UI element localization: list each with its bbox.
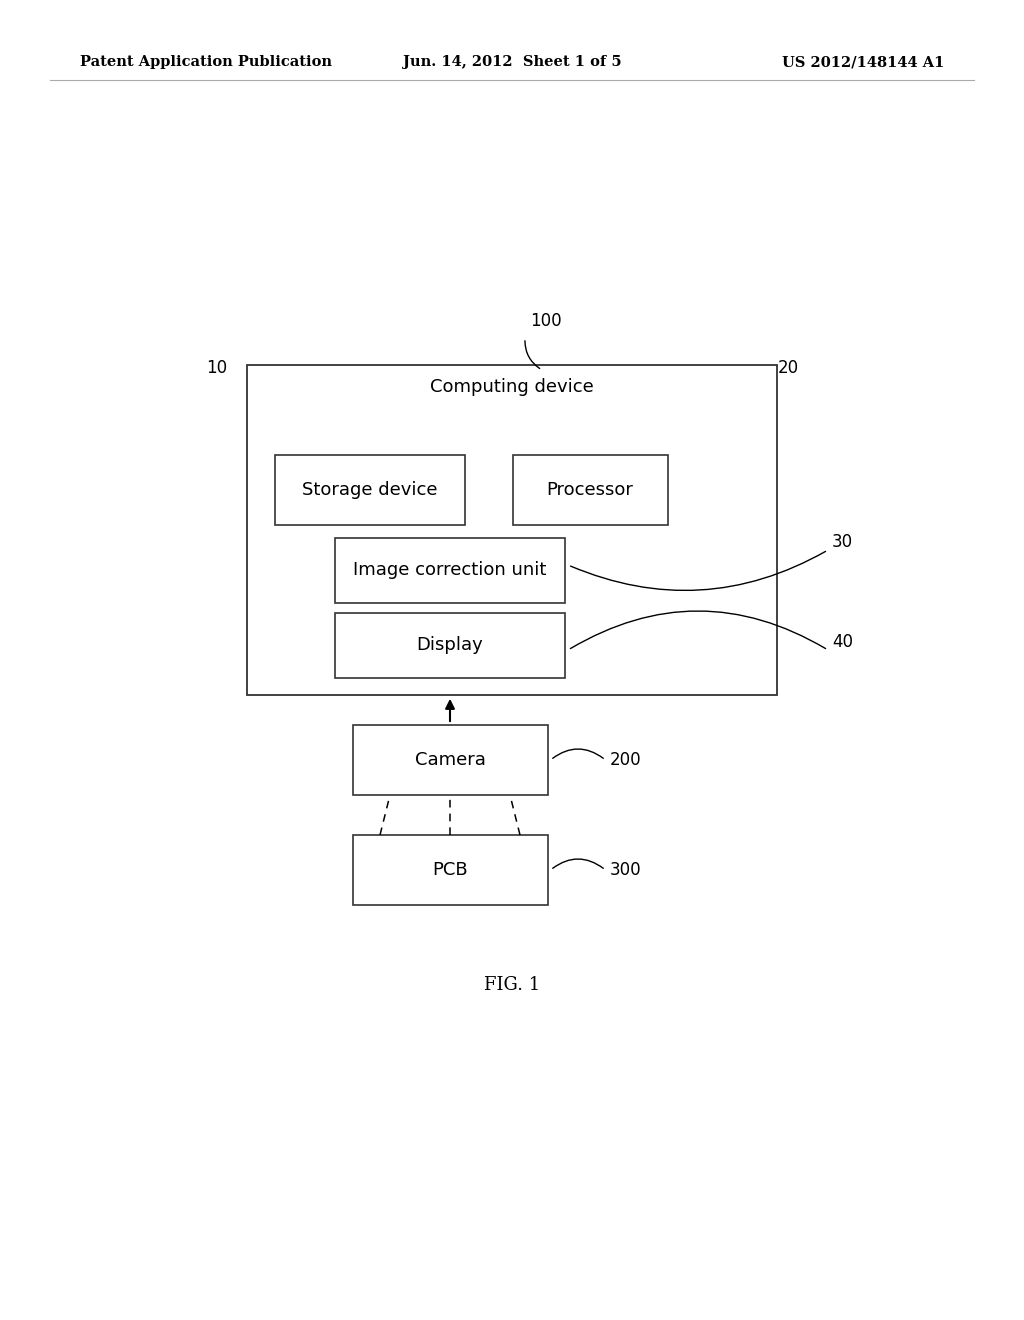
FancyArrowPatch shape <box>553 748 603 758</box>
Bar <box>335 537 565 602</box>
Bar <box>335 612 565 677</box>
Text: Display: Display <box>417 636 483 653</box>
Text: Patent Application Publication: Patent Application Publication <box>80 55 332 69</box>
Text: Camera: Camera <box>415 751 485 770</box>
FancyArrowPatch shape <box>553 859 603 869</box>
Bar <box>275 455 465 525</box>
Bar <box>247 366 777 696</box>
Text: 40: 40 <box>831 634 853 651</box>
Text: US 2012/148144 A1: US 2012/148144 A1 <box>781 55 944 69</box>
Bar <box>512 455 668 525</box>
Bar <box>352 836 548 906</box>
FancyArrowPatch shape <box>570 611 825 648</box>
Text: PCB: PCB <box>432 861 468 879</box>
Text: Processor: Processor <box>547 480 634 499</box>
Text: 100: 100 <box>530 312 561 330</box>
Text: FIG. 1: FIG. 1 <box>484 975 540 994</box>
Bar <box>352 725 548 795</box>
Text: Jun. 14, 2012  Sheet 1 of 5: Jun. 14, 2012 Sheet 1 of 5 <box>402 55 622 69</box>
Text: 30: 30 <box>831 533 853 550</box>
FancyArrowPatch shape <box>570 552 825 590</box>
Text: 20: 20 <box>778 359 799 378</box>
FancyArrowPatch shape <box>525 341 540 368</box>
Text: 200: 200 <box>609 751 641 770</box>
Text: Image correction unit: Image correction unit <box>353 561 547 579</box>
Text: 300: 300 <box>609 861 641 879</box>
Text: Computing device: Computing device <box>430 378 594 396</box>
Text: Storage device: Storage device <box>302 480 437 499</box>
Text: 10: 10 <box>206 359 227 378</box>
